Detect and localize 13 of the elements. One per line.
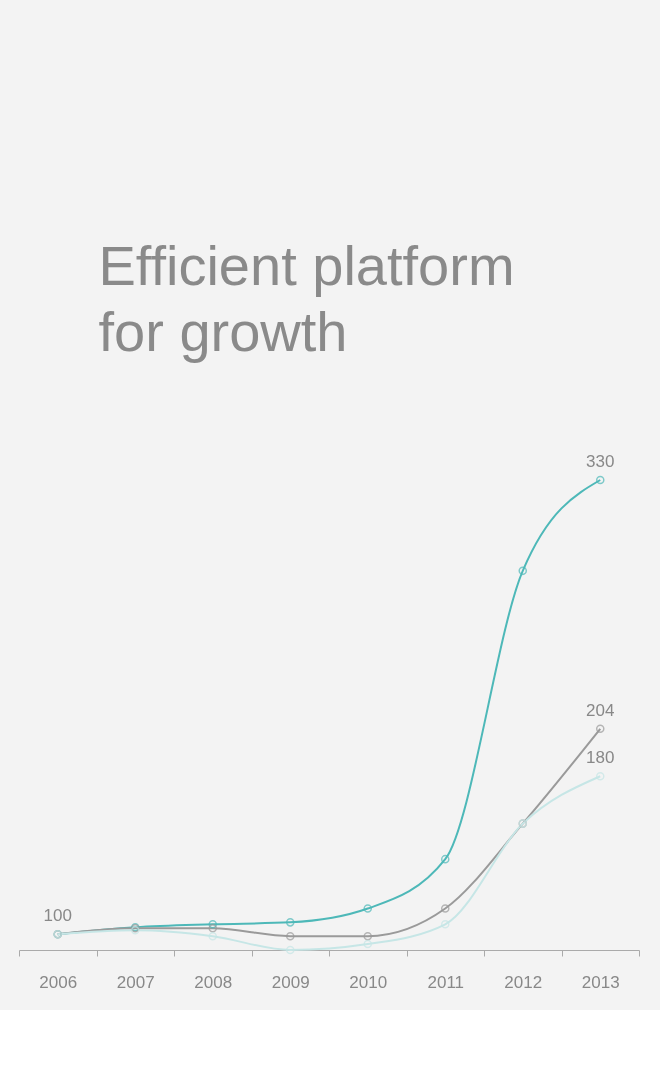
chart-title: Efficient platform for growth [98, 234, 515, 363]
x-tick-label: 2011 [427, 972, 465, 992]
data-label: 330 [586, 452, 615, 471]
x-tick-label: 2012 [504, 972, 543, 992]
x-tick-label: 2008 [194, 972, 233, 992]
x-tick-label: 2013 [581, 972, 620, 992]
x-tick-label: 2010 [349, 972, 388, 992]
x-tick-label: 2007 [116, 972, 155, 992]
data-label: 180 [586, 748, 615, 768]
x-tick-label: 2009 [271, 972, 310, 992]
data-label: 100 [43, 906, 72, 926]
data-label: 204 [586, 700, 615, 720]
x-tick-label: 2006 [39, 972, 78, 992]
